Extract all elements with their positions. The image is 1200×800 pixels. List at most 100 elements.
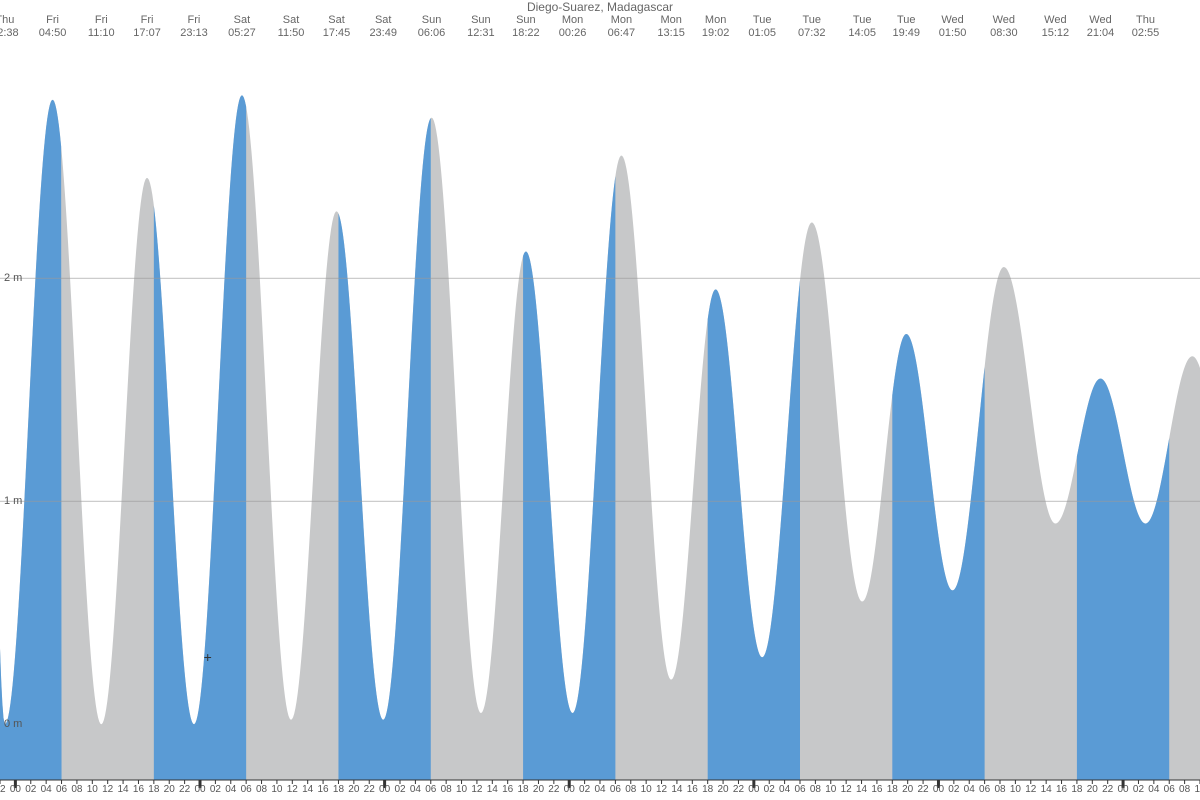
x-tick-label: 02: [25, 784, 36, 795]
x-tick-label: 08: [1179, 784, 1190, 795]
tide-area-blue: [0, 100, 62, 780]
x-tick-label: 20: [533, 784, 544, 795]
x-tick-label: 10: [1010, 784, 1021, 795]
x-tick-label: 22: [1102, 784, 1113, 795]
x-tick-label: 02: [210, 784, 221, 795]
extrema-label: Sun18:22: [512, 14, 540, 40]
x-tick-label: 12: [287, 784, 298, 795]
x-tick-label: 04: [779, 784, 790, 795]
extrema-label: Sat17:45: [323, 14, 351, 40]
x-tick-label: 06: [425, 784, 436, 795]
x-tick-label: 10: [271, 784, 282, 795]
x-tick-label: 06: [979, 784, 990, 795]
tide-area-blue: [1077, 379, 1169, 780]
y-tick-label: 2 m: [4, 272, 22, 284]
extrema-label: Fri04:50: [39, 14, 67, 40]
x-tick-label: 08: [441, 784, 452, 795]
x-tick-label: 22: [0, 784, 6, 795]
x-tick-label: 06: [1164, 784, 1175, 795]
x-tick-label: 06: [794, 784, 805, 795]
x-tick-label: 12: [471, 784, 482, 795]
y-tick-label: 0 m: [4, 718, 22, 730]
extrema-label: Wed08:30: [990, 14, 1018, 40]
x-tick-label: 22: [364, 784, 375, 795]
x-tick-label: 02: [394, 784, 405, 795]
x-tick-label: 00: [194, 784, 205, 795]
x-tick-label: 14: [1041, 784, 1052, 795]
x-tick-label: 22: [733, 784, 744, 795]
x-tick-label: 12: [1025, 784, 1036, 795]
x-tick-label: 16: [318, 784, 329, 795]
extrema-label: Sat23:49: [369, 14, 397, 40]
x-tick-label: 00: [564, 784, 575, 795]
x-tick-label: 20: [902, 784, 913, 795]
x-tick-label: 08: [810, 784, 821, 795]
extrema-label: Mon19:02: [702, 14, 730, 40]
extrema-label: Wed01:50: [939, 14, 967, 40]
x-tick-label: 08: [256, 784, 267, 795]
extrema-label: Mon13:15: [657, 14, 685, 40]
x-tick-label: 18: [333, 784, 344, 795]
x-tick-label: 08: [71, 784, 82, 795]
x-tick-label: 16: [1056, 784, 1067, 795]
tide-area-blue: [338, 118, 430, 780]
x-tick-label: 08: [994, 784, 1005, 795]
x-tick-label: 16: [687, 784, 698, 795]
x-tick-label: 12: [841, 784, 852, 795]
x-tick-label: 04: [41, 784, 52, 795]
tide-chart: Diego-Suarez, Madagascar Thu22:38 Fri04:5…: [0, 0, 1200, 800]
x-tick-label: 00: [1118, 784, 1129, 795]
marker-plus: +: [204, 649, 212, 665]
x-tick-label: 16: [133, 784, 144, 795]
extrema-labels: Thu22:38Fri04:50Fri11:10Fri17:07Fri23:13…: [0, 14, 1200, 42]
x-tick-label: 02: [948, 784, 959, 795]
x-tick-label: 00: [748, 784, 759, 795]
x-tick-label: 12: [102, 784, 113, 795]
extrema-label: Wed21:04: [1087, 14, 1115, 40]
tide-area-blue: [708, 280, 800, 780]
x-tick-label: 18: [702, 784, 713, 795]
x-tick-label: 20: [1087, 784, 1098, 795]
extrema-label: Sun06:06: [418, 14, 446, 40]
tide-area-blue: [154, 95, 246, 780]
extrema-label: Wed15:12: [1042, 14, 1070, 40]
extrema-label: Fri11:10: [88, 14, 115, 40]
x-tick-label: 00: [379, 784, 390, 795]
x-tick-label: 00: [933, 784, 944, 795]
x-tick-label: 14: [118, 784, 129, 795]
x-tick-label: 04: [410, 784, 421, 795]
extrema-label: Fri23:13: [180, 14, 208, 40]
x-tick-label: 20: [718, 784, 729, 795]
extrema-label: Tue14:05: [848, 14, 876, 40]
extrema-label: Mon06:47: [608, 14, 636, 40]
x-tick-label: 20: [164, 784, 175, 795]
x-tick-label: 10: [87, 784, 98, 795]
x-tick-label: 18: [887, 784, 898, 795]
x-tick-label: 06: [56, 784, 67, 795]
x-tick-label: 02: [1133, 784, 1144, 795]
x-tick-label: 16: [502, 784, 513, 795]
x-tick-label: 22: [918, 784, 929, 795]
x-tick-label: 04: [594, 784, 605, 795]
x-tick-label: 10: [825, 784, 836, 795]
x-tick-label: 18: [1071, 784, 1082, 795]
x-tick-label: 12: [656, 784, 667, 795]
extrema-label: Sun12:31: [467, 14, 495, 40]
extrema-label: Thu02:55: [1132, 14, 1160, 40]
tide-area-blue: [523, 176, 615, 780]
x-tick-label: 14: [487, 784, 498, 795]
x-tick-label: 06: [241, 784, 252, 795]
extrema-label: Tue19:49: [893, 14, 921, 40]
x-tick-label: 10: [641, 784, 652, 795]
extrema-label: Sat11:50: [278, 14, 305, 40]
x-tick-label: 16: [871, 784, 882, 795]
x-tick-label: 18: [518, 784, 529, 795]
chart-title: Diego-Suarez, Madagascar: [0, 0, 1200, 14]
x-tick-label: 08: [625, 784, 636, 795]
y-tick-label: 1 m: [4, 495, 22, 507]
x-tick-label: 18: [148, 784, 159, 795]
extrema-label: Mon00:26: [559, 14, 587, 40]
extrema-label: Sat05:27: [228, 14, 256, 40]
extrema-label: Thu22:38: [0, 14, 19, 40]
x-tick-label: 02: [579, 784, 590, 795]
